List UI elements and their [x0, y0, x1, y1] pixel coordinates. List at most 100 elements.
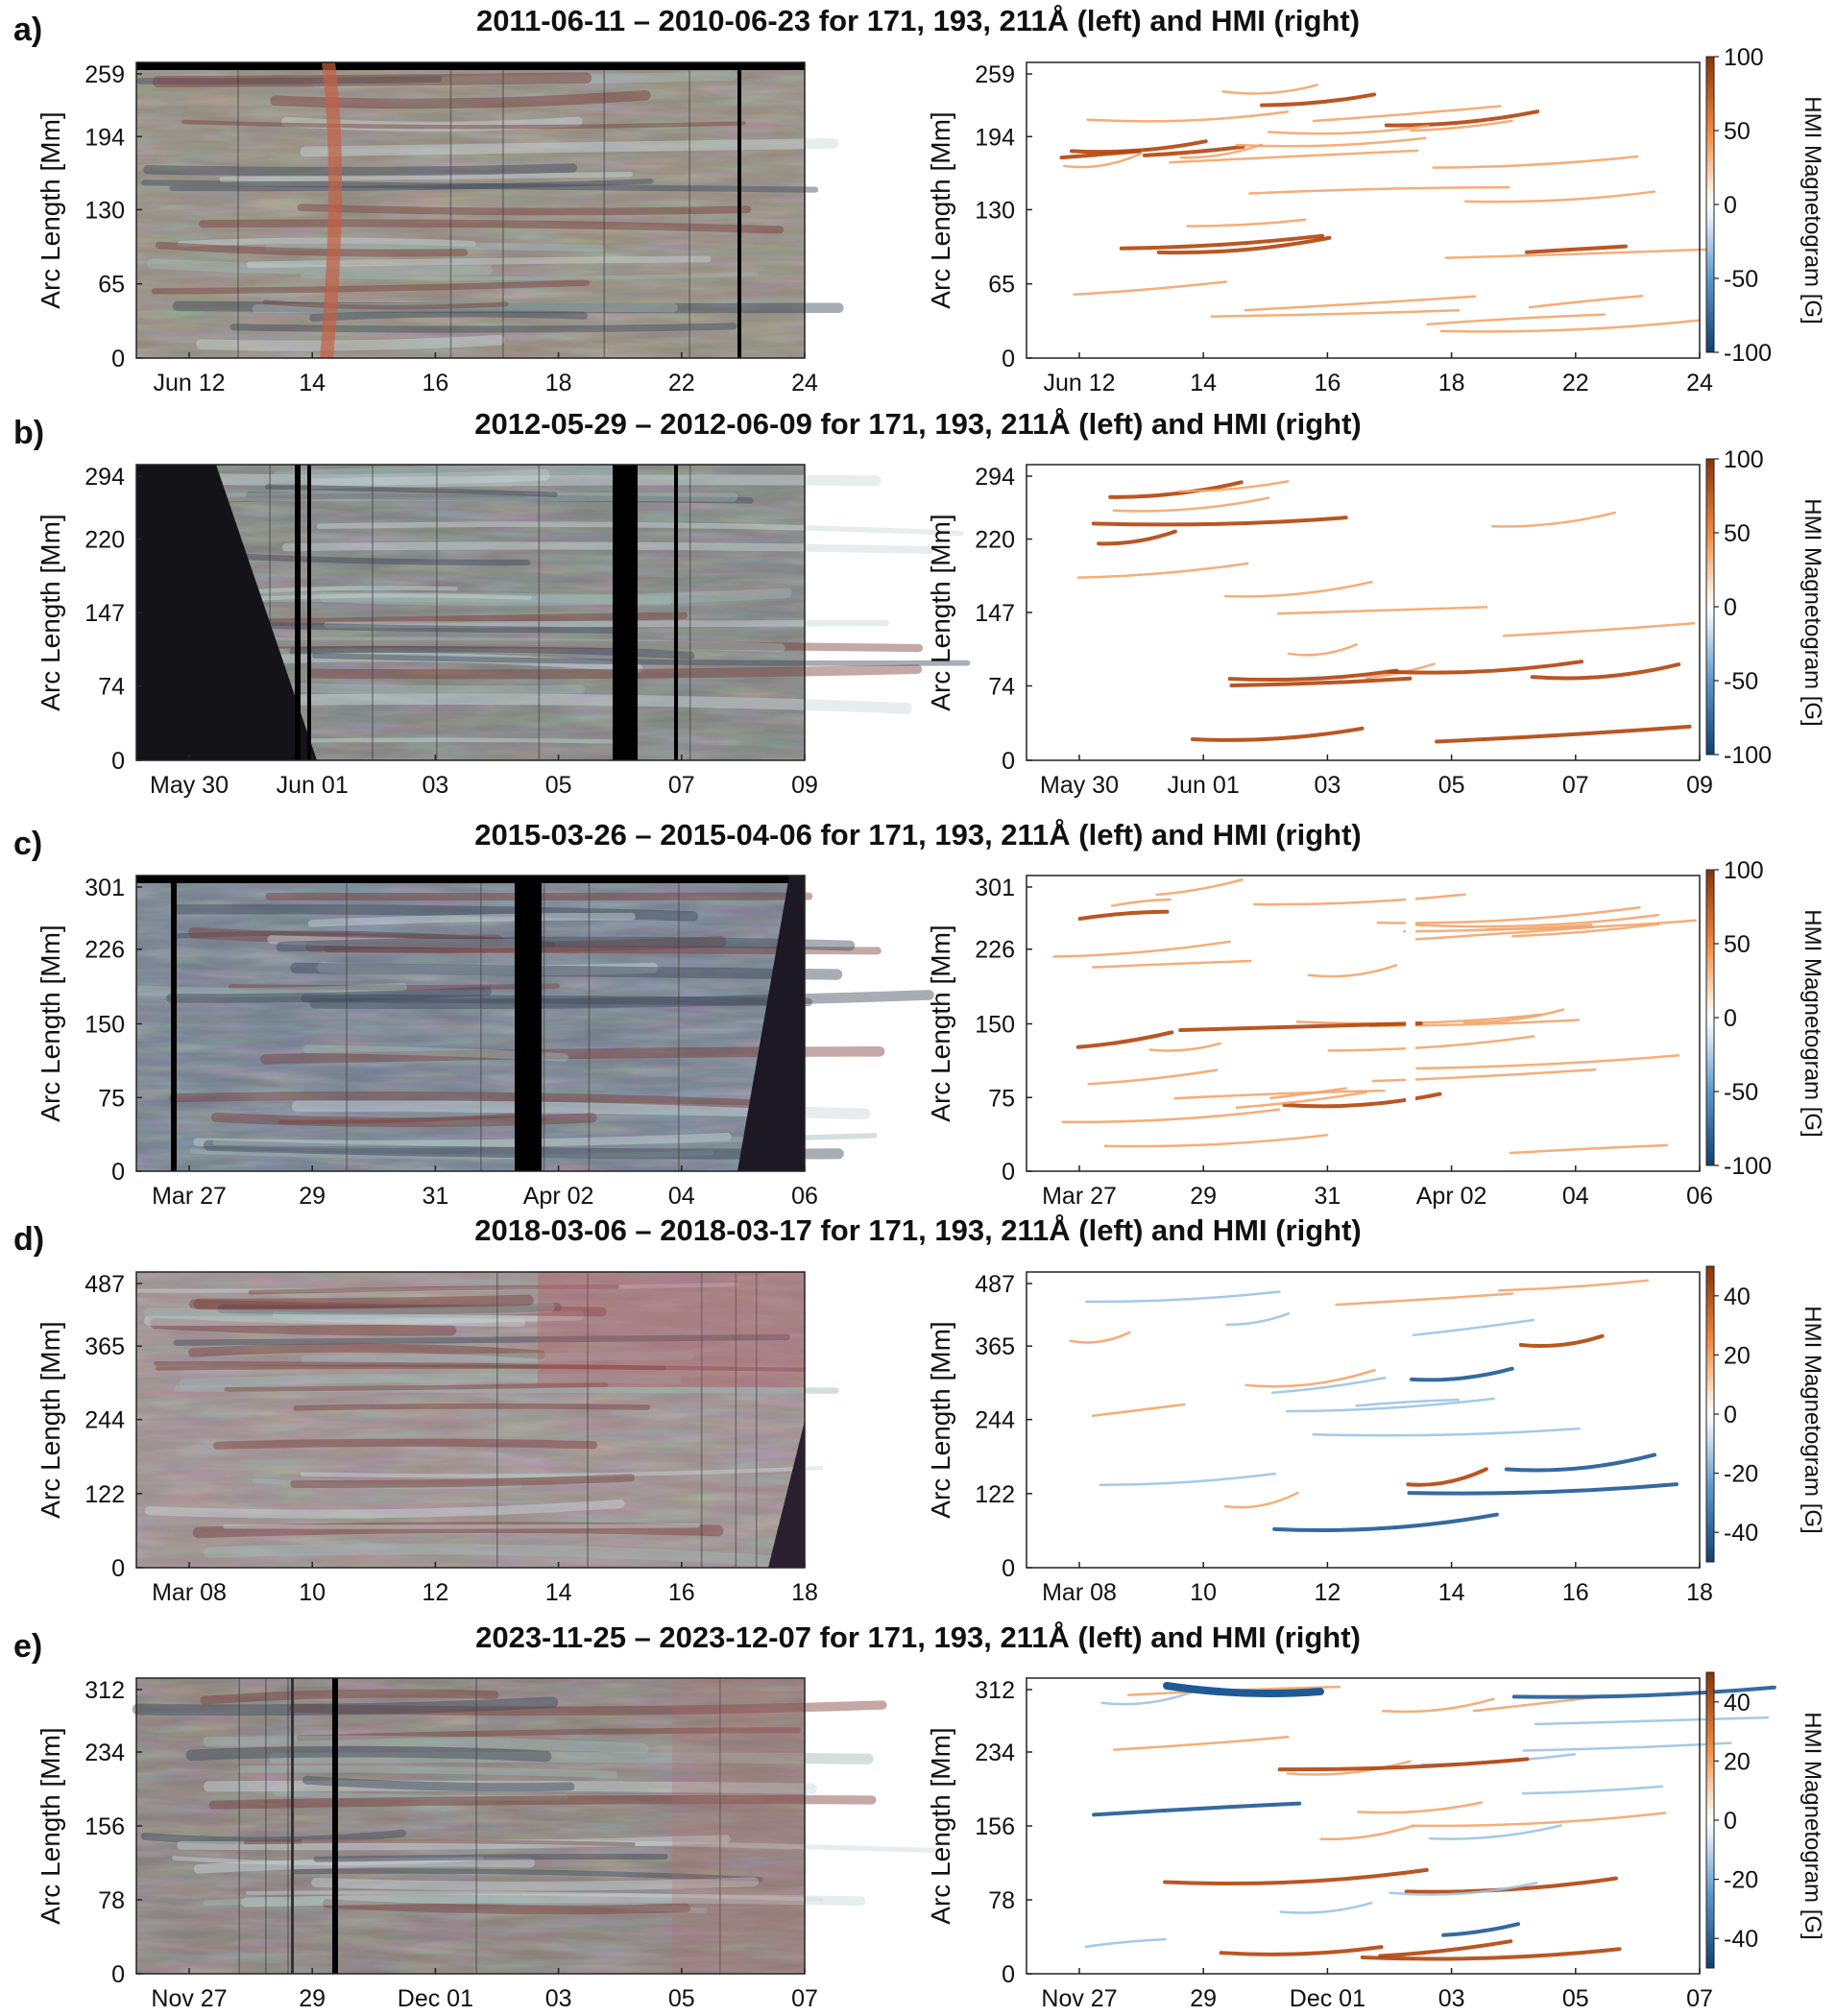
y-tick-label: 0 — [1002, 1555, 1015, 1582]
hmi-positive-strand — [1179, 143, 1264, 159]
hmi-positive-strand — [1087, 1068, 1219, 1086]
colorbar-label: HMI Magnetogram [G] — [1800, 1306, 1825, 1533]
y-tick-label: 122 — [85, 1481, 125, 1508]
hmi-positive-strand — [1327, 1035, 1535, 1052]
colorbar: 40 20 0 -20 -40 HMI Magnetogram [G] — [1705, 1671, 1825, 1969]
hmi-negative-strand — [1412, 1318, 1535, 1337]
x-tick-label: Mar 08 — [152, 1579, 227, 1606]
x-tick-label: 31 — [1314, 1183, 1341, 1210]
colorbar: 100 50 0 -50 -100 HMI Magnetogram [G] — [1705, 857, 1825, 1180]
hmi-positive-strand — [1524, 244, 1628, 254]
y-tick-label: 0 — [111, 346, 125, 372]
aia-bright-region — [538, 1272, 805, 1387]
x-tick-label: 29 — [299, 1183, 326, 1210]
hmi-positive-strand — [1378, 1939, 1513, 1958]
aia-streak — [193, 1857, 536, 1874]
aia-streak — [246, 492, 754, 504]
aia-streak — [177, 1835, 731, 1851]
hmi-positive-strand — [1357, 1801, 1483, 1814]
y-axis-label: Arc Length [Mm] — [36, 1321, 65, 1518]
y-tick-label: 312 — [975, 1677, 1015, 1704]
hmi-positive-strand — [1113, 1735, 1290, 1751]
hmi-positive-strand — [1063, 152, 1143, 169]
x-tick-label: 16 — [1314, 370, 1341, 396]
hmi-positive-strand — [1319, 1824, 1415, 1841]
aia-streak — [223, 1523, 700, 1529]
hmi-positive-strand — [1235, 136, 1427, 148]
colorbar-tick-label: 0 — [1724, 1402, 1737, 1428]
aia-streak — [140, 1829, 406, 1845]
hmi-positive-strand — [1248, 185, 1510, 195]
colorbar-tick-label: 0 — [1724, 1005, 1737, 1032]
aia-streak — [143, 1301, 555, 1320]
x-tick-label: 18 — [1438, 370, 1465, 396]
y-tick-label: 75 — [98, 1085, 125, 1112]
y-tick-label: 0 — [1002, 1159, 1015, 1186]
colorbar: 100 50 0 -50 -100 HMI Magnetogram [G] — [1705, 44, 1825, 367]
hmi-positive-strand — [1307, 964, 1398, 978]
y-tick-label: 294 — [975, 464, 1015, 491]
hmi-positive-strand — [1439, 319, 1700, 333]
data-gap — [737, 62, 741, 358]
y-tick-label: 75 — [988, 1085, 1015, 1112]
colorbar-tick-label: -50 — [1724, 266, 1758, 293]
hmi-negative-strand — [1312, 1427, 1581, 1437]
x-tick-label: 05 — [668, 1985, 695, 2012]
hmi-positive-strand — [1244, 1368, 1376, 1388]
aia-streak — [317, 962, 659, 976]
colorbar-tick-label: 50 — [1724, 931, 1751, 958]
aia-streak — [185, 1745, 552, 1763]
hmi-magnetogram — [1027, 1678, 1776, 1974]
hmi-positive-strand — [1178, 1020, 1423, 1033]
data-gap — [136, 876, 805, 883]
aia-streak — [296, 1727, 802, 1741]
hmi-positive-strand — [1282, 1092, 1442, 1109]
y-tick-label: 301 — [85, 875, 125, 901]
y-tick-label: 194 — [975, 124, 1015, 151]
x-tick-label: 09 — [1686, 772, 1713, 799]
x-tick-label: Mar 27 — [152, 1183, 227, 1210]
aia-streak — [230, 323, 737, 333]
aia-streak — [232, 636, 785, 653]
colorbar-tick-label: 50 — [1724, 118, 1751, 145]
y-tick-label: 294 — [85, 464, 125, 491]
aia-streak — [246, 1890, 824, 1902]
aia-streak — [154, 1360, 666, 1371]
y-tick-label: 0 — [1002, 1961, 1015, 1988]
y-tick-label: 122 — [975, 1481, 1015, 1508]
y-tick-label: 220 — [85, 527, 125, 554]
y-tick-label: 65 — [98, 272, 125, 299]
aia-streak — [155, 241, 469, 257]
x-tick-label: 14 — [1190, 370, 1217, 396]
y-tick-label: 147 — [85, 600, 125, 627]
hmi-positive-strand — [1163, 1867, 1429, 1885]
panel-a: a) 2011-06-11 – 2010-06-23 for 171, 193, … — [13, 4, 1825, 396]
y-tick-label: 259 — [85, 61, 125, 88]
x-tick-label: 05 — [1562, 1985, 1589, 2012]
colorbar-tick-label: 0 — [1724, 1808, 1737, 1835]
y-axis-label: Arc Length [Mm] — [926, 514, 955, 710]
aia-streak — [140, 180, 819, 193]
y-tick-label: 74 — [98, 673, 125, 700]
colorbar-tick-label: 0 — [1724, 594, 1737, 621]
aia-composite-image — [134, 876, 934, 1171]
panel-letter: c) — [13, 826, 42, 862]
aia-streak — [188, 927, 503, 947]
aia-streak — [136, 76, 443, 85]
panel-letter: a) — [13, 12, 42, 48]
aia-streak — [145, 492, 738, 502]
y-tick-label: 220 — [975, 527, 1015, 554]
hmi-positive-strand — [1077, 909, 1170, 922]
aia-streak — [289, 1700, 887, 1716]
hmi-positive-strand — [1108, 480, 1244, 499]
aia-streak — [192, 1522, 724, 1539]
aia-streak — [189, 1148, 714, 1160]
hmi-positive-strand — [1070, 139, 1208, 155]
y-tick-label: 487 — [85, 1271, 125, 1298]
aia-streak — [278, 1112, 531, 1124]
data-gap — [515, 876, 542, 1171]
y-axis-label: Arc Length [Mm] — [36, 1727, 65, 1924]
hmi-positive-strand — [1173, 1089, 1386, 1100]
hmi-positive-strand — [1528, 295, 1644, 309]
